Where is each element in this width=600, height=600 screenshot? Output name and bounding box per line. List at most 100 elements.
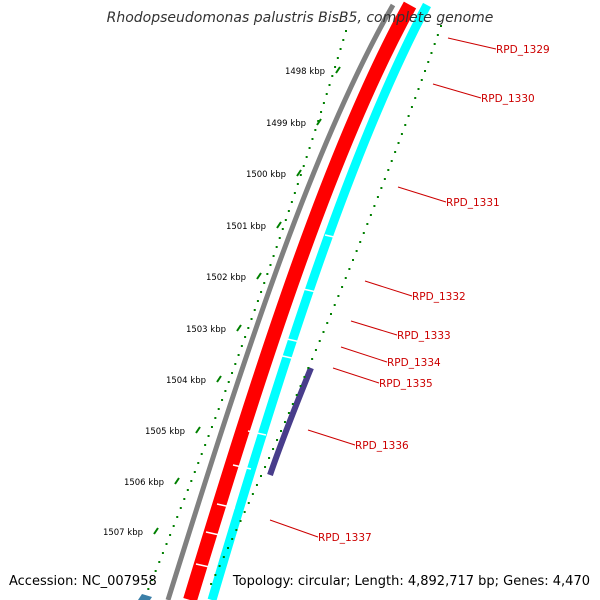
kbp-tick [236, 324, 242, 332]
gene-leader-line [350, 320, 398, 336]
inner-dot [433, 43, 436, 45]
outer-dot [269, 264, 272, 266]
inner-dot [369, 214, 372, 216]
gene-leader-line [269, 519, 319, 538]
inner-dot [390, 160, 393, 162]
kbp-tick [335, 66, 341, 74]
inner-dot [243, 511, 246, 513]
outer-dot [221, 399, 224, 401]
kbp-label: 1498 kbp [285, 67, 325, 77]
outer-dot [154, 570, 157, 572]
inner-dot [303, 376, 306, 378]
map-title: Rhodopseudomonas palustris BisB5, comple… [106, 10, 494, 26]
inner-dot [394, 151, 397, 153]
gene-label[interactable]: RPD_1335 [379, 378, 433, 390]
reverse-cds-track [207, 2, 431, 600]
inner-dot [227, 547, 230, 549]
outer-dot [275, 246, 278, 248]
outer-dot [217, 408, 220, 410]
inner-dot [352, 259, 355, 261]
outer-dot [336, 57, 339, 59]
inner-dot [359, 241, 362, 243]
gene-leader-line [332, 367, 380, 384]
kbp-label: 1506 kbp [124, 478, 164, 488]
outer-dot [210, 426, 213, 428]
inner-dot [436, 34, 439, 36]
outer-dot [161, 552, 164, 554]
outer-dot [224, 390, 227, 392]
inner-dot [214, 574, 217, 576]
kbp-tick [276, 221, 282, 229]
inner-dot [430, 52, 433, 54]
outer-dot [260, 291, 263, 293]
inner-dot [272, 448, 275, 450]
inner-dot [295, 394, 298, 396]
outer-dot [328, 84, 331, 86]
outer-dot [311, 138, 314, 140]
gene-label[interactable]: RPD_1337 [318, 532, 372, 544]
outer-dot [308, 147, 311, 149]
gene-label[interactable]: RPD_1334 [387, 357, 441, 369]
inner-dot [276, 439, 279, 441]
outer-dot [296, 183, 299, 185]
kbp-tick [195, 426, 201, 434]
outer-dot [176, 516, 179, 518]
outer-dot [325, 93, 328, 95]
inner-dot [417, 88, 420, 90]
inner-dot [268, 457, 271, 459]
inner-dot [311, 358, 314, 360]
gene-label[interactable]: RPD_1336 [355, 440, 409, 452]
kbp-label: 1502 kbp [206, 273, 246, 283]
inner-dot [344, 277, 347, 279]
gene-label[interactable]: RPD_1330 [481, 93, 535, 105]
inner-dot [362, 232, 365, 234]
gene-label[interactable]: RPD_1332 [412, 291, 466, 303]
gene-label[interactable]: RPD_1329 [496, 44, 550, 56]
inner-dot [333, 304, 336, 306]
outer-dot [322, 102, 325, 104]
inner-dot [337, 295, 340, 297]
kbp-label: 1507 kbp [103, 528, 143, 538]
gene-leader-line [364, 280, 413, 297]
inner-dot [322, 331, 325, 333]
inner-dot [251, 493, 254, 495]
kbp-label: 1499 kbp [266, 119, 306, 129]
inner-dot [383, 178, 386, 180]
inner-dot [222, 556, 225, 558]
gene-leader-line [397, 186, 447, 203]
outer-dot [317, 120, 320, 122]
cds-boundary [205, 531, 225, 537]
inner-dot [404, 124, 407, 126]
cds-boundary [277, 354, 297, 360]
inner-dot [380, 187, 383, 189]
gene-leader-line [447, 37, 497, 50]
kbp-label: 1503 kbp [186, 325, 226, 335]
outer-dot [197, 462, 200, 464]
gene-label[interactable]: RPD_1331 [446, 197, 500, 209]
partial-marker [138, 594, 152, 600]
gene-leader-line [432, 83, 482, 99]
cds-boundary [324, 234, 344, 240]
outer-dot [334, 66, 337, 68]
gene-leader-line [340, 346, 388, 363]
outer-dot [165, 543, 168, 545]
inner-dot [414, 97, 417, 99]
genome-summary: Topology: circular; Length: 4,892,717 bp… [232, 574, 590, 589]
inner-dot [287, 412, 290, 414]
inner-dot [326, 322, 329, 324]
inner-dot [239, 520, 242, 522]
inner-dot [314, 349, 317, 351]
forward-cds-track [183, 1, 417, 600]
inner-dot [260, 475, 262, 477]
kbp-tick [256, 272, 262, 280]
outer-dot [207, 435, 210, 437]
gene-leader-line [307, 429, 356, 446]
gene-label[interactable]: RPD_1333 [397, 330, 451, 342]
outer-dot [256, 300, 259, 302]
inner-dot [407, 115, 410, 117]
inner-dot [397, 142, 400, 144]
inner-dot [427, 61, 430, 63]
outer-dot [293, 192, 296, 194]
outer-dot [214, 417, 217, 419]
inner-dot [280, 430, 283, 432]
